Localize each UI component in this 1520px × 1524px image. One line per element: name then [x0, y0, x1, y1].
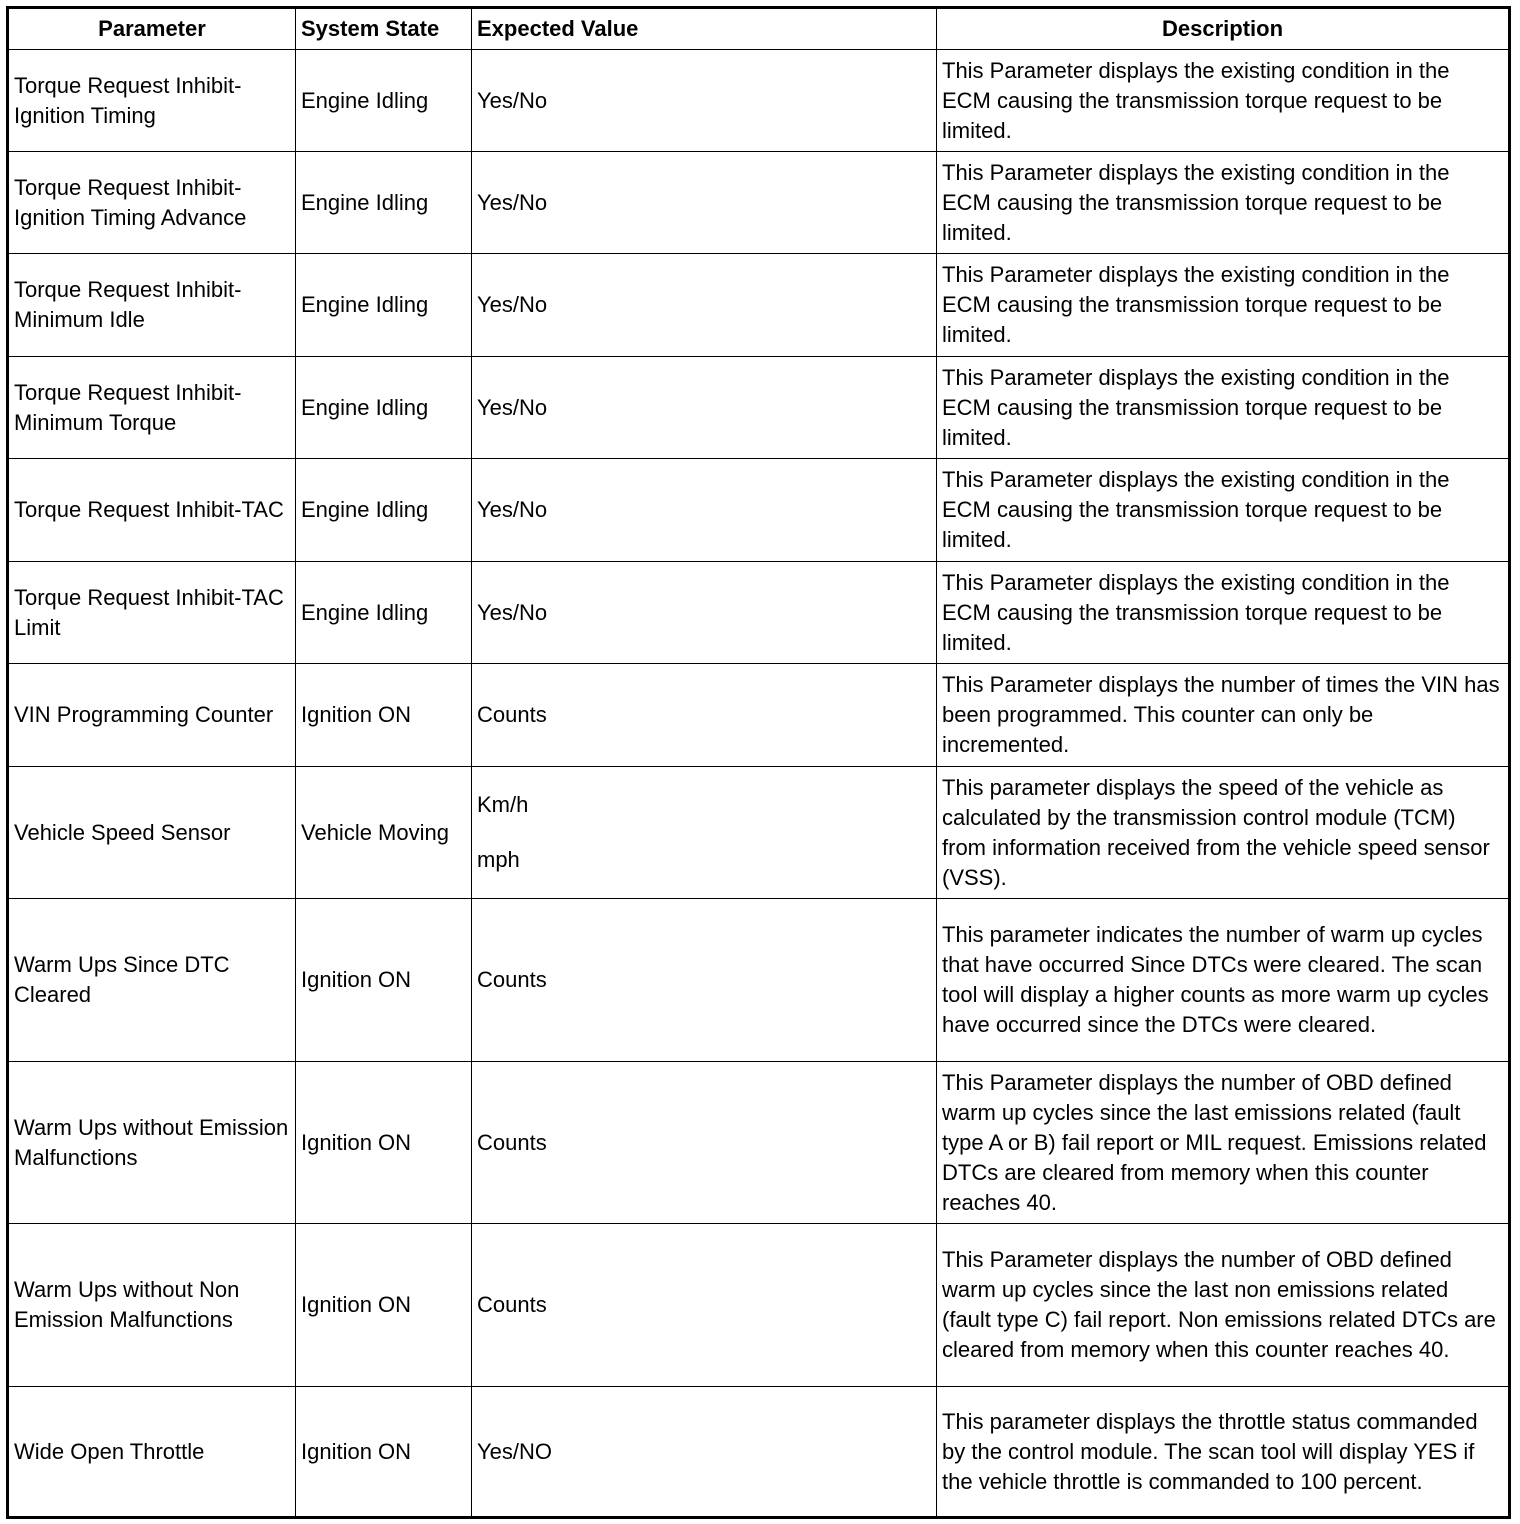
description-cell: This Parameter displays the existing con…	[936, 151, 1510, 254]
description-cell: This Parameter displays the number of ti…	[936, 663, 1510, 767]
expected-value-cell: Yes/No	[471, 458, 937, 562]
description-cell: This Parameter displays the number of OB…	[936, 1223, 1510, 1387]
table-row: Torque Request Inhibit-TAC Engine Idling Y…	[7, 458, 1510, 562]
expected-value: Yes/NO	[477, 1438, 553, 1464]
table-row: Wide Open Throttle Ignition ON Yes/NO This …	[7, 1386, 1510, 1518]
system-state-cell: Ignition ON	[295, 1223, 472, 1387]
table-row: Warm Ups Since DTC Cleared Ignition ON Cou…	[7, 898, 1510, 1062]
expected-value: Yes/No	[477, 87, 548, 113]
description-cell: This Parameter displays the existing con…	[936, 458, 1510, 562]
description-cell: This Parameter displays the number of OB…	[936, 1061, 1510, 1224]
system-state-cell: Engine Idling	[295, 561, 472, 664]
expected-value-cell: Yes/No	[471, 151, 937, 254]
table-row: Torque Request Inhibit-Ignition Timing A…	[7, 151, 1510, 254]
system-state-cell: Engine Idling	[295, 458, 472, 562]
header-description: Description	[936, 7, 1510, 50]
expected-value-cell: Counts	[471, 663, 937, 767]
description-cell: This Parameter displays the existing con…	[936, 49, 1510, 152]
parameter-cell: Torque Request Inhibit-TAC Limit	[7, 561, 296, 664]
expected-value: Counts	[477, 702, 547, 727]
system-state-cell: Engine Idling	[295, 253, 472, 357]
expected-value: Counts	[477, 967, 547, 992]
table-row: Warm Ups without Non Emission Malfunctio…	[7, 1223, 1510, 1387]
table-row: Torque Request Inhibit-Ignition Timing En…	[7, 49, 1510, 152]
table-row: VIN Programming Counter Ignition ON Counts…	[7, 663, 1510, 767]
system-state-cell: Vehicle Moving	[295, 766, 472, 899]
system-state-cell: Engine Idling	[295, 356, 472, 459]
expected-value: Yes/No	[477, 189, 548, 215]
header-row: Parameter System State Expected Value De…	[7, 7, 1510, 50]
description-cell: This Parameter displays the existing con…	[936, 561, 1510, 664]
description-cell: This Parameter displays the existing con…	[936, 253, 1510, 357]
expected-value: mph	[477, 847, 520, 872]
system-state-cell: Ignition ON	[295, 1386, 472, 1518]
system-state-cell: Engine Idling	[295, 49, 472, 152]
description-cell: This Parameter displays the existing con…	[936, 356, 1510, 459]
expected-value: Yes/No	[477, 292, 548, 317]
table-row: Vehicle Speed Sensor Vehicle Moving Km/h mp…	[7, 766, 1510, 899]
expected-value: Km/h	[477, 792, 529, 817]
description-cell: This parameter displays the throttle sta…	[936, 1386, 1510, 1518]
expected-value-cell: Yes/No	[471, 49, 937, 152]
parameter-cell: VIN Programming Counter	[7, 663, 296, 767]
system-state-cell: Ignition ON	[295, 898, 472, 1062]
table-row: Torque Request Inhibit-TAC Limit Engine I…	[7, 561, 1510, 664]
parameter-cell: Vehicle Speed Sensor	[7, 766, 296, 899]
expected-value: Yes/No	[477, 599, 548, 625]
expected-value: Counts	[477, 1292, 547, 1317]
parameter-cell: Torque Request Inhibit-Ignition Timing	[7, 49, 296, 152]
expected-value-cell: Km/h mph	[471, 766, 937, 899]
system-state-cell: Ignition ON	[295, 663, 472, 767]
expected-value-cell: Yes/NO	[471, 1386, 937, 1518]
expected-value-cell: Yes/No	[471, 253, 937, 357]
system-state-cell: Ignition ON	[295, 1061, 472, 1224]
parameter-cell: Torque Request Inhibit-Ignition Timing A…	[7, 151, 296, 254]
table-row: Torque Request Inhibit-Minimum Idle Engin…	[7, 253, 1510, 357]
table-row: Torque Request Inhibit-Minimum Torque Eng…	[7, 356, 1510, 459]
expected-value-cell: Yes/No	[471, 561, 937, 664]
table-row: Warm Ups without Emission Malfunctions Ig…	[7, 1061, 1510, 1224]
header-expected-value: Expected Value	[471, 7, 937, 50]
system-state-cell: Engine Idling	[295, 151, 472, 254]
parameter-cell: Warm Ups without Non Emission Malfunctio…	[7, 1223, 296, 1387]
parameter-cell: Torque Request Inhibit-Minimum Idle	[7, 253, 296, 357]
expected-value: Yes/No	[477, 394, 548, 420]
expected-value: Counts	[477, 1129, 547, 1155]
parameter-table: Parameter System State Expected Value De…	[6, 6, 1511, 1519]
parameter-cell: Torque Request Inhibit-Minimum Torque	[7, 356, 296, 459]
header-parameter: Parameter	[7, 7, 296, 50]
expected-value-cell: Counts	[471, 898, 937, 1062]
parameter-cell: Warm Ups without Emission Malfunctions	[7, 1061, 296, 1224]
description-cell: This parameter displays the speed of the…	[936, 766, 1510, 899]
expected-value-cell: Counts	[471, 1061, 937, 1224]
expected-value: Yes/No	[477, 497, 548, 522]
header-system-state: System State	[295, 7, 472, 50]
expected-value-cell: Yes/No	[471, 356, 937, 459]
parameter-cell: Warm Ups Since DTC Cleared	[7, 898, 296, 1062]
parameter-cell: Torque Request Inhibit-TAC	[7, 458, 296, 562]
parameter-cell: Wide Open Throttle	[7, 1386, 296, 1518]
description-cell: This parameter indicates the number of w…	[936, 898, 1510, 1062]
expected-value-cell: Counts	[471, 1223, 937, 1387]
